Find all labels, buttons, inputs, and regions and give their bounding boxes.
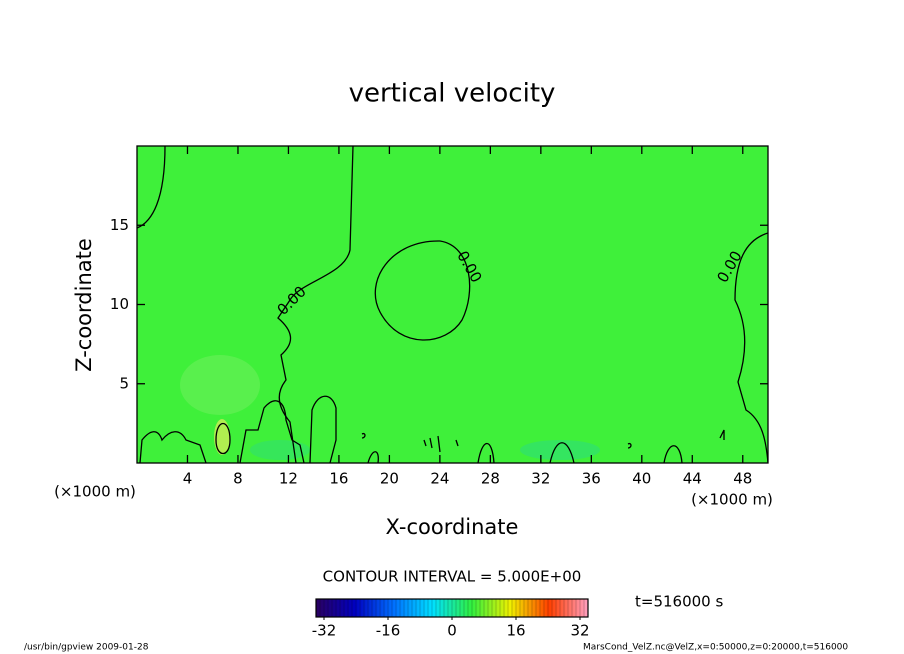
x-tick-label: 36 [582, 470, 601, 488]
x-tick-label: 4 [183, 470, 193, 488]
colorbar-tick-label: 32 [570, 622, 589, 640]
x-tick-label: 32 [531, 470, 550, 488]
field-detail [180, 355, 600, 460]
x-tick-label: 16 [329, 470, 348, 488]
colorbar: -32 -16 0 16 32 [312, 598, 590, 640]
colorbar-tick-label: -16 [376, 622, 401, 640]
y-axis-label: Z-coordinate [72, 238, 96, 372]
contour-line [139, 431, 207, 463]
contour-line [361, 432, 632, 453]
footer-left: /usr/bin/gpview 2009-01-28 [24, 643, 149, 653]
y-tick-label: 5 [119, 374, 129, 392]
chart-title: vertical velocity [349, 79, 556, 109]
colorbar-tick-label: 16 [506, 622, 525, 640]
time-label: t=516000 s [635, 593, 723, 611]
x-tick-label: 48 [733, 470, 752, 488]
x-tick-label: 12 [279, 470, 298, 488]
x-tick-label: 20 [380, 470, 399, 488]
contour-line [367, 429, 725, 463]
y-tick-label: 15 [110, 216, 129, 234]
field [137, 146, 768, 463]
contour-line [309, 395, 337, 463]
contour-line [374, 240, 471, 341]
field-patch [180, 355, 260, 415]
y-unit: (×1000 m) [54, 483, 136, 501]
contours [137, 146, 768, 463]
colorbar-tick-label: 0 [447, 622, 457, 640]
x-axis-label: X-coordinate [386, 515, 519, 539]
x-tick-label: 28 [481, 470, 500, 488]
colorbar-tick-label: -32 [312, 622, 337, 640]
contour-line [239, 400, 305, 463]
contour-line [215, 422, 231, 455]
y-tick-label: 10 [110, 295, 129, 313]
x-unit: (×1000 m) [691, 491, 773, 509]
x-tick-label: 40 [632, 470, 651, 488]
footer-right: MarsCond_VelZ.nc@VelZ,x=0:50000,z=0:2000… [583, 643, 848, 653]
x-tick-label: 24 [430, 470, 449, 488]
x-tick-label: 44 [683, 470, 702, 488]
contour-line [734, 232, 768, 463]
x-tick-label: 8 [233, 470, 243, 488]
field-patch [520, 440, 600, 460]
contour-interval: CONTOUR INTERVAL = 5.000E+00 [323, 568, 582, 586]
